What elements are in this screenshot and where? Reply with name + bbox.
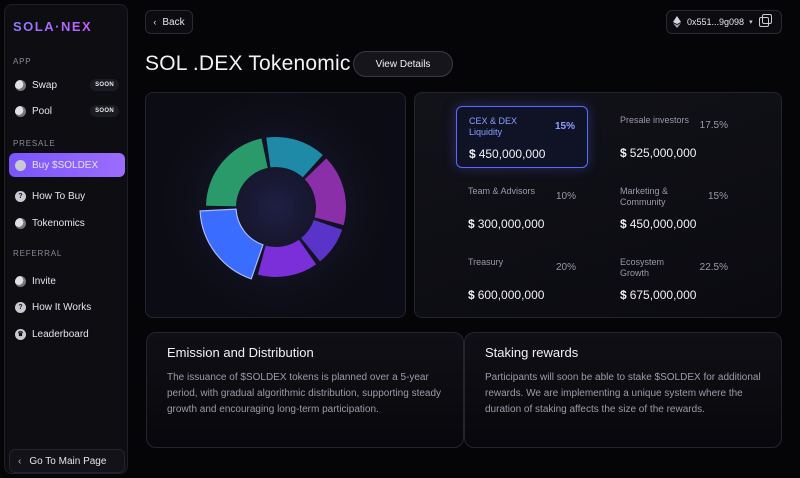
logo: SOLA·NEX [13,19,93,34]
copy-icon[interactable] [758,14,772,27]
sidebar-item-how-to-buy[interactable]: ? How To Buy [9,184,125,208]
swap-icon [15,79,26,91]
currency-symbol: $ [620,288,627,302]
stat-percent: 15% [707,191,728,202]
sidebar-item-label: How To Buy [32,190,86,202]
donut-segment [206,138,268,207]
sidebar-item-label: Swap [32,79,58,91]
emission-title: Emission and Distribution [167,345,314,360]
pool-icon [15,105,26,117]
staking-title: Staking rewards [485,345,579,360]
stat-percent: 20% [555,262,576,273]
stat-percent: 22.5% [699,262,728,273]
coin-icon [15,159,26,171]
stat-presale-investors: Presale investors 17.5% $525,000,000 [608,106,740,168]
stat-amount: $675,000,000 [620,288,697,302]
tokenomics-icon [15,217,26,229]
tokenomics-stats-panel: CEX & DEX Liquidity 15% $450,000,000 Pre… [414,92,782,318]
donut-segment [257,239,317,277]
wallet-address-button[interactable]: 0x551...9g098 ▾ [666,10,782,34]
section-referral: REFERRAL [13,249,63,258]
wallet-address: 0x551...9g098 [687,17,745,27]
sidebar-item-tokenomics[interactable]: Tokenomics [9,211,125,235]
stat-label: CEX & DEX Liquidity [469,116,518,137]
stat-amount: $450,000,000 [620,217,697,231]
sidebar-item-swap[interactable]: Swap SOON [9,73,125,97]
sidebar-item-label: Buy $SOLDEX [32,159,99,171]
stat-marketing-community: Marketing & Community 15% $450,000,000 [608,177,740,239]
emission-card: Emission and Distribution The issuance o… [146,332,464,448]
stat-percent: 17.5% [699,120,728,131]
donut-segment [304,158,346,226]
main-page-label: Go To Main Page [29,455,107,467]
ethereum-icon [673,16,681,28]
stat-amount: $525,000,000 [620,146,697,160]
view-details-button[interactable]: View Details [353,51,453,77]
sidebar-item-how-it-works[interactable]: ? How It Works [9,295,125,319]
sidebar: SOLA·NEX APP Swap SOON Pool SOON PRESALE… [4,4,128,474]
sidebar-item-label: Leaderboard [32,328,89,340]
donut-segment [199,208,264,280]
currency-symbol: $ [469,147,476,161]
sidebar-item-invite[interactable]: Invite [9,269,125,293]
back-button[interactable]: ‹ Back [145,10,193,34]
invite-icon [15,275,26,287]
sidebar-item-label: Pool [32,105,53,117]
currency-symbol: $ [468,288,475,302]
staking-card: Staking rewards Participants will soon b… [464,332,782,448]
soon-badge: SOON [90,79,119,91]
chevron-left-icon: ‹ [153,17,157,27]
stat-label: Treasury [468,257,504,267]
chevron-down-icon: ▾ [749,19,753,26]
donut-chart [166,97,386,317]
question-icon: ? [15,190,26,202]
staking-text: Participants will soon be able to stake … [485,372,761,415]
stat-amount: $450,000,000 [469,147,546,161]
sidebar-item-label: Tokenomics [32,217,85,229]
trophy-icon: ♛ [15,328,26,340]
sidebar-item-pool[interactable]: Pool SOON [9,99,125,123]
go-to-main-page-button[interactable]: ‹ Go To Main Page [9,449,125,473]
soon-badge: SOON [90,105,119,117]
page-title: SOL .DEX Tokenomic [145,52,351,75]
stat-treasury: Treasury 20% $600,000,000 [456,248,588,310]
back-label: Back [162,16,185,28]
section-presale: PRESALE [13,139,56,148]
stat-ecosystem-growth: Ecosystem Growth 22.5% $675,000,000 [608,248,740,310]
sidebar-item-label: Invite [32,275,56,287]
stat-percent: 10% [555,191,576,202]
chevron-left-icon: ‹ [18,455,22,467]
stat-label: Presale investors [620,115,690,125]
sidebar-item-label: How It Works [32,301,92,313]
stat-percent: 15% [554,121,575,132]
stat-label: Marketing & Community [620,186,669,207]
stat-amount: $600,000,000 [468,288,545,302]
currency-symbol: $ [620,146,627,160]
stat-amount: $300,000,000 [468,217,545,231]
stat-label: Team & Advisors [468,186,536,196]
question-icon: ? [15,301,26,313]
stat-cex-dex-liquidity[interactable]: CEX & DEX Liquidity 15% $450,000,000 [456,106,588,168]
currency-symbol: $ [468,217,475,231]
emission-text: The issuance of $SOLDEX tokens is planne… [167,372,442,415]
section-app: APP [13,57,32,66]
sidebar-item-leaderboard[interactable]: ♛ Leaderboard [9,322,125,346]
stat-label: Ecosystem Growth [620,257,665,278]
sidebar-item-buy-soldex[interactable]: Buy $SOLDEX [9,153,125,177]
donut-segment [301,220,343,262]
stat-team-advisors: Team & Advisors 10% $300,000,000 [456,177,588,239]
tokenomics-chart-panel [145,92,406,318]
donut-segment [266,137,323,178]
currency-symbol: $ [620,217,627,231]
